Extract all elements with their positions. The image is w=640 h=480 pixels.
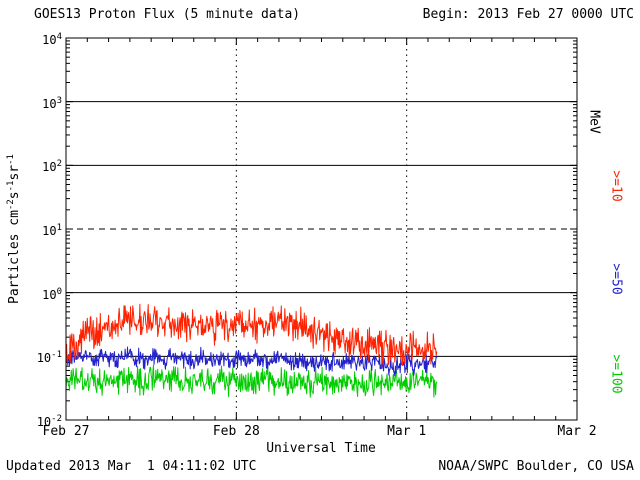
series-line-2 [65,364,438,398]
y-axis-label: Particles cm-2s-1sr-1 [5,154,23,304]
y-tick-label: 102 [42,159,62,175]
y-tick-label: 10-1 [36,350,62,366]
plot-frame [65,37,578,421]
y-tick-label: 101 [42,223,62,238]
chart-title: GOES13 Proton Flux (5 minute data) [34,7,301,22]
right-axis-label-100: >=100 [608,354,624,394]
series-line-1 [65,346,438,377]
y-tick-label: 100 [42,286,62,302]
series-line-0 [65,303,438,368]
x-tick-label: Mar 2 [557,424,597,439]
y-tick-label: 10-2 [36,414,62,429]
right-axis-label-mev: MeV [586,110,602,134]
updated-timestamp: Updated 2013 Mar 1 04:11:02 UTC [6,459,257,474]
y-tick-label: 103 [42,95,62,111]
y-tick-label: 104 [42,32,62,47]
agency-credit: NOAA/SWPC Boulder, CO USA [438,459,634,474]
begin-timestamp: Begin: 2013 Feb 27 0000 UTC [422,7,634,22]
right-axis-label-10: >=10 [608,170,624,202]
right-axis-label-50: >=50 [608,263,624,295]
x-tick-label: Feb 27 [42,424,90,439]
x-tick-label: Feb 28 [212,424,260,439]
x-axis-label: Universal Time [266,441,376,456]
x-tick-label: Mar 1 [387,424,427,439]
